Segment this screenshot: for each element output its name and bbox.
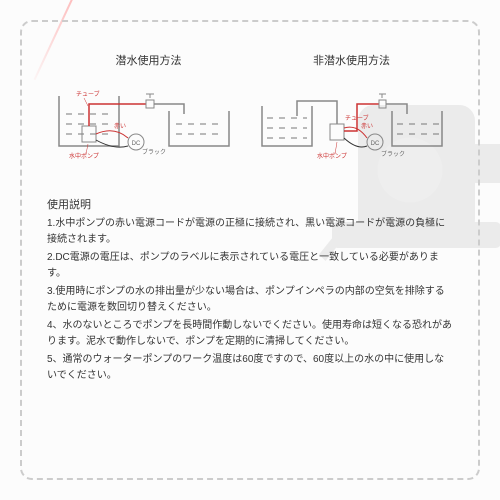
tube-label: チューブ bbox=[76, 90, 100, 98]
instruction-item: 2.DC電源の電圧は、ポンプのラベルに表示されている電圧と一致している必要があり… bbox=[47, 250, 453, 282]
content-frame: 潜水使用方法 bbox=[20, 20, 480, 480]
instruction-item: 4、水のないところでポンプを長時間作動しないでください。使用寿命は短くなる恐れが… bbox=[47, 318, 453, 350]
diagram-non-submersible: 非潜水使用方法 bbox=[257, 52, 447, 176]
instructions-list: 1.水中ポンプの赤い電源コードが電源の正極に接続され、黒い電源コードが電源の負極… bbox=[47, 216, 453, 384]
diagrams-row: 潜水使用方法 bbox=[47, 52, 453, 176]
instructions-heading: 使用説明 bbox=[47, 196, 453, 212]
diagram1-title: 潜水使用方法 bbox=[54, 52, 244, 68]
diagram2-title: 非潜水使用方法 bbox=[257, 52, 447, 68]
instruction-item: 5、通常のウォーターポンプのワーク温度は60度ですので、60度以上の水の中に使用… bbox=[47, 352, 453, 384]
diagram-submersible: 潜水使用方法 bbox=[54, 52, 244, 176]
svg-text:DC: DC bbox=[370, 141, 379, 147]
diagram2-svg: DC チューブ 赤い ブラック 水中ポンプ bbox=[257, 76, 447, 171]
instruction-item: 1.水中ポンプの赤い電源コードが電源の正極に接続され、黒い電源コードが電源の負極… bbox=[47, 216, 453, 248]
svg-text:水中ポンプ: 水中ポンプ bbox=[317, 152, 347, 160]
svg-text:チューブ: チューブ bbox=[345, 114, 369, 122]
svg-text:DC: DC bbox=[131, 141, 140, 147]
svg-text:ブラック: ブラック bbox=[142, 148, 166, 156]
svg-text:赤い: 赤い bbox=[361, 123, 373, 130]
svg-text:水中ポンプ: 水中ポンプ bbox=[69, 152, 99, 160]
instruction-item: 3.使用時にポンプの水の排出量が少ない場合は、ポンプインペラの内部の空気を排除す… bbox=[47, 284, 453, 316]
svg-text:赤い: 赤い bbox=[114, 123, 126, 130]
svg-text:ブラック: ブラック bbox=[381, 150, 405, 158]
diagram1-svg: DC チューブ 赤い ブラック 水中ポンプ bbox=[54, 76, 244, 171]
